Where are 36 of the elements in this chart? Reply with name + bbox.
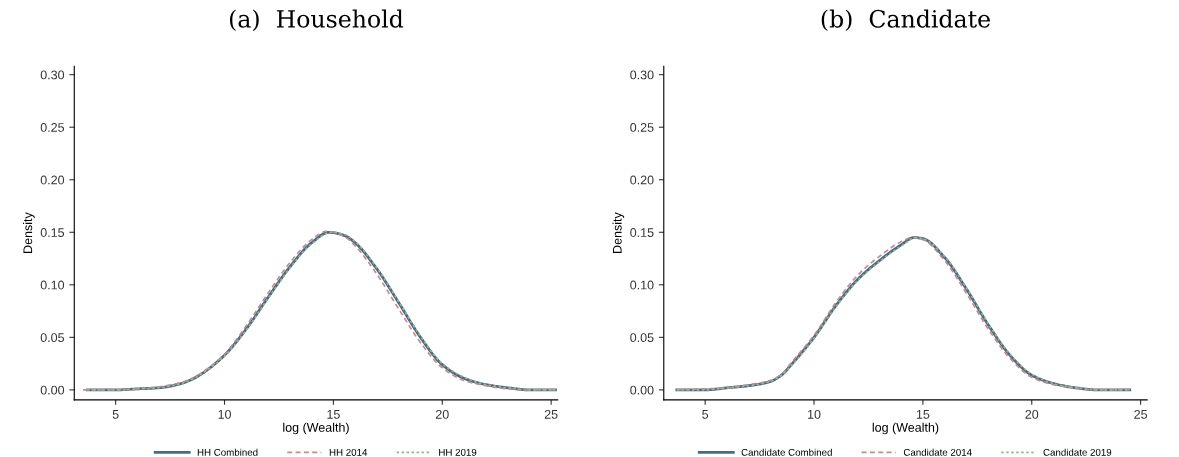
y-tick-label: 0.25 <box>630 123 654 132</box>
legend-label: Candidate 2019 <box>1043 448 1112 456</box>
y-tick-label: 0.30 <box>40 70 65 80</box>
x-tick-label: 20 <box>1025 409 1039 419</box>
y-tick-label: 0.15 <box>40 228 65 237</box>
x-tick-label: 25 <box>1134 409 1148 419</box>
chart-title: (b) Candidate <box>821 9 990 32</box>
y-tick-label: 0.20 <box>40 175 65 185</box>
x-axis-title: log (Wealth) <box>872 422 939 435</box>
y-tick-label: 0.05 <box>630 333 654 343</box>
y-tick-label: 0.10 <box>40 280 65 290</box>
x-tick-label: 20 <box>435 409 449 419</box>
y-tick-label: 0.10 <box>630 280 654 290</box>
legend-label: HH Combined <box>197 448 258 456</box>
y-tick-label: 0.00 <box>630 385 654 395</box>
legend-label: Candidate Combined <box>741 448 832 456</box>
y-tick-label: 0.25 <box>40 123 65 132</box>
x-tick-label: 5 <box>112 410 119 419</box>
x-tick-label: 10 <box>218 409 231 419</box>
x-axis-title: log (Wealth) <box>283 422 349 435</box>
y-tick-label: 0.20 <box>630 175 654 185</box>
legend-label: HH 2014 <box>329 448 368 456</box>
y-tick-label: 0.00 <box>40 385 65 395</box>
x-tick-label: 10 <box>808 409 821 419</box>
y-tick-label: 0.05 <box>40 333 65 343</box>
x-tick-label: 15 <box>916 410 930 419</box>
chart-title: (a) Household <box>229 9 404 32</box>
y-tick-label: 0.30 <box>630 70 654 80</box>
x-tick-label: 5 <box>702 410 709 419</box>
legend-label: HH 2019 <box>439 448 477 456</box>
y-axis-title: Density <box>23 212 35 253</box>
y-tick-label: 0.15 <box>630 228 654 237</box>
x-tick-label: 15 <box>327 410 340 419</box>
legend-label: Candidate 2014 <box>903 448 972 456</box>
x-tick-label: 25 <box>544 409 558 419</box>
y-axis-title: Density <box>612 212 625 253</box>
